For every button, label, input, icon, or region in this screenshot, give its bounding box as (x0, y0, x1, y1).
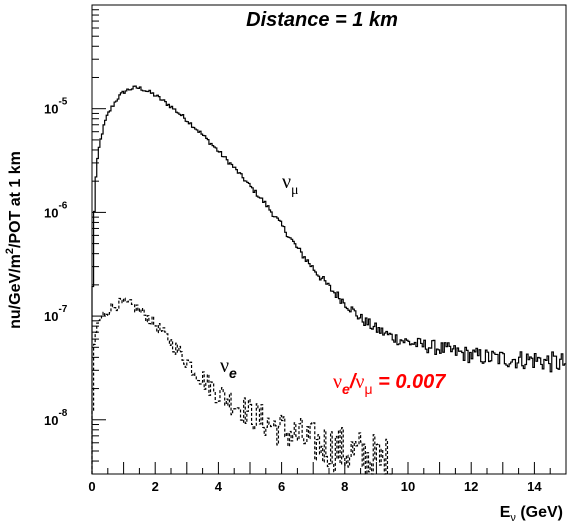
y-tick-label: 10-7 (44, 304, 68, 324)
y-tick-label: 10-6 (44, 200, 68, 220)
x-tick-label: 6 (278, 479, 285, 494)
y-axis-label: nu/GeV/m2/POT at 1 km (4, 151, 24, 329)
nue-spectrum-line (91, 297, 393, 475)
x-tick-label: 14 (527, 479, 542, 494)
x-tick-label: 12 (464, 479, 478, 494)
x-tick-label: 10 (401, 479, 415, 494)
x-tick-label: 8 (341, 479, 348, 494)
chart-title: Distance = 1 km (246, 9, 398, 31)
numu-series-label: νμ (282, 171, 299, 198)
x-axis-label: Eν (GeV) (500, 504, 563, 524)
x-axis: 0 2 4 6 8 10 12 14 (88, 462, 567, 494)
nue-series-label: νe (220, 355, 237, 381)
x-tick-label: 0 (88, 479, 95, 494)
x-tick-label: 2 (152, 479, 159, 494)
y-axis: 10-8 10-7 10-6 10-5 (44, 4, 106, 475)
series-layer (91, 85, 566, 475)
x-tick-label: 4 (215, 479, 223, 494)
y-tick-label: 10-8 (44, 408, 68, 428)
ratio-annotation: νe/νμ = 0.007 (333, 371, 446, 397)
y-tick-label: 10-5 (44, 97, 68, 117)
numu-spectrum-line (91, 85, 566, 474)
